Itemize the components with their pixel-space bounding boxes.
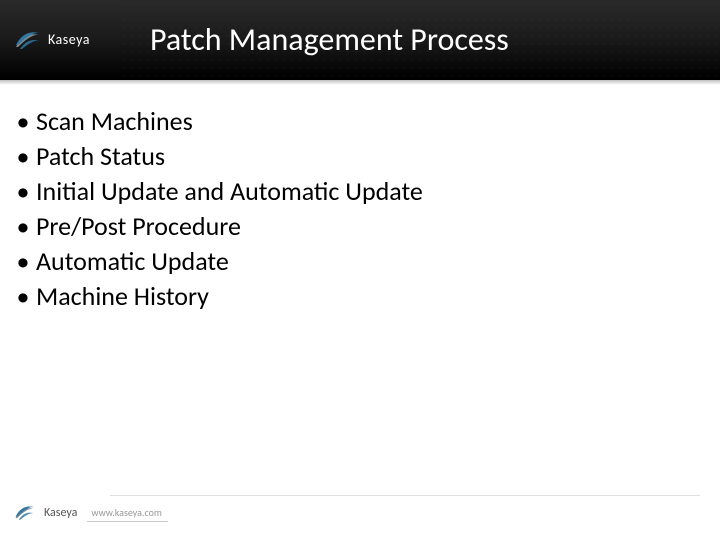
bullet-item: •Pre/Post Procedure [10, 209, 710, 244]
header-brand-text: Kaseya [48, 31, 90, 48]
bullet-item: •Scan Machines [10, 104, 710, 139]
bullet-marker: • [10, 279, 36, 314]
bullet-text: Patch Status [36, 139, 165, 174]
bullet-text: Machine History [36, 279, 209, 314]
header-logo: Kaseya [0, 29, 90, 51]
bullet-item: •Initial Update and Automatic Update [10, 174, 710, 209]
slide-footer: Kaseya www.kaseya.com [14, 504, 168, 522]
bullet-text: Automatic Update [36, 244, 229, 279]
bullet-marker: • [10, 174, 36, 209]
bullet-text: Pre/Post Procedure [36, 209, 241, 244]
footer-brand-text: Kaseya [44, 506, 77, 520]
bullet-text: Scan Machines [36, 104, 193, 139]
footer-url: www.kaseya.com [87, 504, 168, 522]
bullet-marker: • [10, 139, 36, 174]
slide-header: Kaseya Patch Management Process [0, 0, 720, 80]
footer-logo-icon [14, 504, 36, 522]
bullet-item: •Automatic Update [10, 244, 710, 279]
kaseya-logo-icon [14, 29, 42, 51]
bullet-item: •Patch Status [10, 139, 710, 174]
slide-title: Patch Management Process [150, 20, 509, 59]
bullet-text: Initial Update and Automatic Update [36, 174, 423, 209]
bullet-list: •Scan Machines•Patch Status•Initial Upda… [10, 104, 710, 315]
footer-divider [110, 495, 700, 496]
slide-content: •Scan Machines•Patch Status•Initial Upda… [0, 80, 720, 315]
bullet-marker: • [10, 209, 36, 244]
bullet-marker: • [10, 104, 36, 139]
bullet-marker: • [10, 244, 36, 279]
bullet-item: •Machine History [10, 279, 710, 314]
